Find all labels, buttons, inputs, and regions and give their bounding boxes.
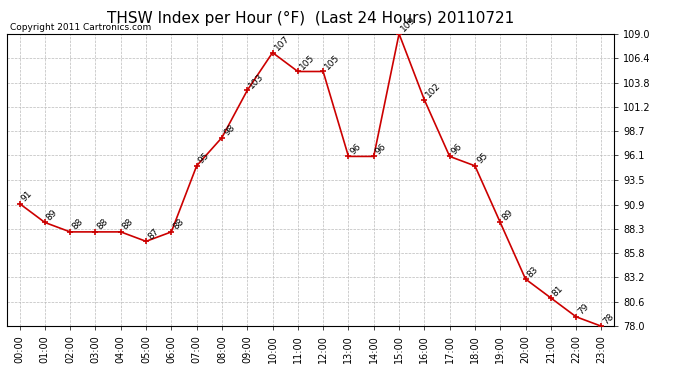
- Text: 96: 96: [348, 142, 363, 156]
- Text: 88: 88: [95, 217, 110, 232]
- Text: 102: 102: [424, 81, 443, 100]
- Text: 95: 95: [475, 152, 489, 166]
- Text: 88: 88: [70, 217, 85, 232]
- Text: Copyright 2011 Cartronics.com: Copyright 2011 Cartronics.com: [10, 23, 151, 32]
- Text: 79: 79: [576, 302, 591, 317]
- Text: 105: 105: [298, 53, 317, 72]
- Text: 107: 107: [273, 34, 291, 53]
- Text: 81: 81: [551, 284, 565, 298]
- Text: 103: 103: [247, 72, 266, 90]
- Text: 98: 98: [222, 123, 237, 138]
- Text: 96: 96: [450, 142, 464, 156]
- Text: 89: 89: [45, 208, 59, 222]
- Text: 105: 105: [323, 53, 342, 72]
- Text: 87: 87: [146, 227, 161, 242]
- Text: 91: 91: [19, 189, 34, 204]
- Text: 88: 88: [121, 217, 135, 232]
- Text: 96: 96: [374, 142, 388, 156]
- Text: 88: 88: [171, 217, 186, 232]
- Text: 89: 89: [500, 208, 515, 222]
- Text: THSW Index per Hour (°F)  (Last 24 Hours) 20110721: THSW Index per Hour (°F) (Last 24 Hours)…: [107, 11, 514, 26]
- Text: 83: 83: [526, 265, 540, 279]
- Text: 95: 95: [197, 152, 211, 166]
- Text: 78: 78: [602, 312, 616, 326]
- Text: 109: 109: [399, 15, 417, 34]
